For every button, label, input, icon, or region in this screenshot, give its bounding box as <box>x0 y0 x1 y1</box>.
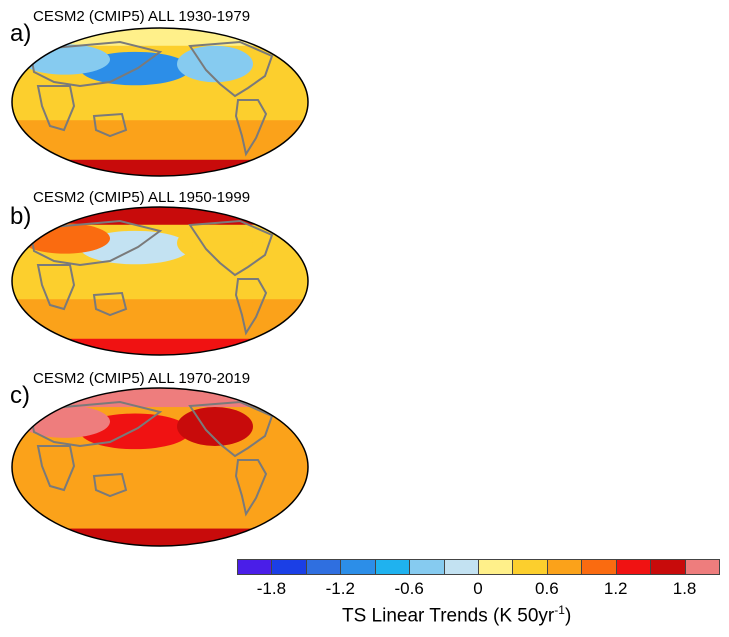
panel-title: CESM2 (CMIP5) ALL 1930-1979 <box>33 8 251 25</box>
colorbar-label: TS Linear Trends (K 50yr-1) <box>342 599 571 627</box>
region-southern-ocean <box>12 486 308 532</box>
colorbar-box <box>684 559 720 575</box>
continent-outline <box>28 219 163 267</box>
map-panel-a <box>11 27 309 177</box>
colorbar-box <box>478 559 514 575</box>
colorbar-box <box>546 559 583 575</box>
colorbar-label-main: TS Linear Trends (K 50yr <box>342 605 555 627</box>
continent-outline <box>92 112 128 138</box>
map-panel-b <box>11 206 309 356</box>
continent-outline <box>188 40 274 98</box>
colorbar-label-tail: ) <box>564 605 572 627</box>
colorbar-box <box>271 559 307 575</box>
continent-outline <box>234 278 268 336</box>
region-arctic <box>12 388 308 408</box>
region-north-america <box>177 45 253 83</box>
colorbar-box <box>615 559 652 575</box>
continent-outline <box>234 459 268 517</box>
colorbar-box <box>581 559 617 575</box>
region-antarctic-coast <box>12 528 308 546</box>
colorbar-tick-label: -0.6 <box>394 579 424 598</box>
panel-title: CESM2 (CMIP5) ALL 1950-1999 <box>33 189 251 206</box>
colorbar <box>237 559 720 577</box>
colorbar-tick-label: 0 <box>473 579 483 598</box>
colorbar-tick-label: 0.6 <box>535 579 559 598</box>
panel-label: b) <box>10 203 32 230</box>
region-eurasia-north <box>20 405 110 438</box>
continent-outline <box>188 219 274 277</box>
map-frame <box>11 387 309 547</box>
panel-label: c) <box>10 382 30 409</box>
map-frame <box>11 27 309 177</box>
colorbar-box <box>374 559 411 575</box>
continent-outline <box>36 445 76 492</box>
colorbar-box <box>650 559 686 575</box>
colorbar-tick-label: 1.2 <box>603 579 628 598</box>
colorbar-tick-label: 1.8 <box>672 579 697 598</box>
region-arctic <box>12 28 308 46</box>
panel-label: a) <box>10 20 32 47</box>
region-southern-ocean <box>12 120 308 163</box>
panel-title: CESM2 (CMIP5) ALL 1970-2019 <box>33 370 251 387</box>
map-panel-c <box>11 387 309 547</box>
colorbar-tick-label: -1.8 <box>256 579 287 598</box>
colorbar-box <box>305 559 342 575</box>
colorbar-box <box>237 559 273 575</box>
map-frame <box>11 206 309 356</box>
region-southern-ocean <box>12 299 308 342</box>
region-north-america <box>177 224 253 262</box>
continent-outline <box>28 400 163 448</box>
colorbar-box <box>409 559 445 575</box>
colorbar-label-sup: -1 <box>554 603 565 617</box>
panel-a: a) CESM2 (CMIP5) ALL 1930-1979 <box>0 0 320 190</box>
colorbar-box <box>340 559 376 575</box>
panel-b: b) CESM2 (CMIP5) ALL 1950-1999 <box>0 185 320 375</box>
colorbar-tick-label: -1.2 <box>325 579 355 598</box>
continent-outline <box>36 264 76 311</box>
region-arctic <box>12 207 308 225</box>
continent-outline <box>234 99 268 157</box>
panel-c: c) CESM2 (CMIP5) ALL 1970-2019 <box>0 366 320 556</box>
continent-outline <box>92 291 128 317</box>
continent-outline <box>36 85 76 132</box>
continent-outline <box>28 40 163 88</box>
colorbar-box <box>512 559 548 575</box>
continent-outline <box>92 472 128 498</box>
colorbar-box <box>443 559 479 575</box>
continent-outline <box>188 400 274 458</box>
